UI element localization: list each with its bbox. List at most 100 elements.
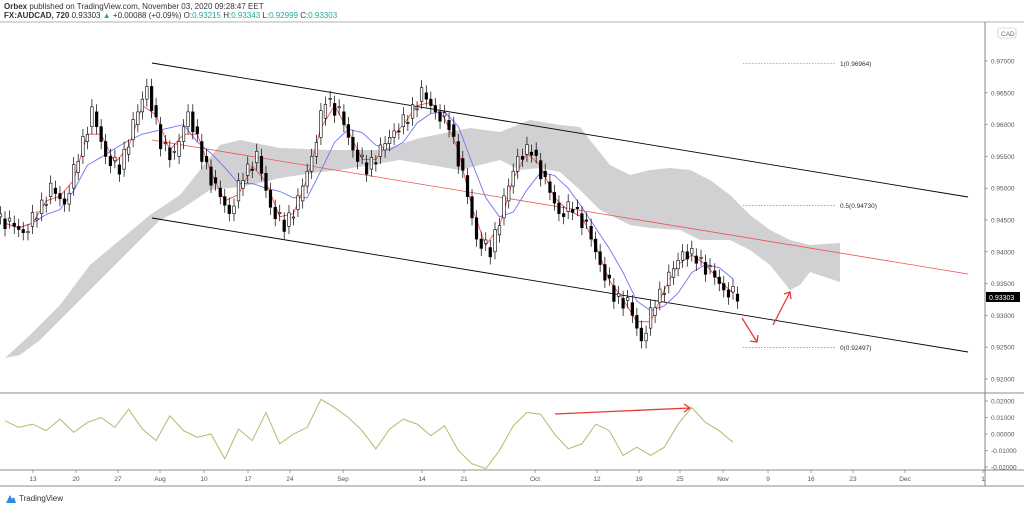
candle bbox=[667, 271, 671, 287]
candle bbox=[502, 195, 506, 219]
candle bbox=[488, 247, 492, 258]
candle bbox=[40, 199, 44, 214]
candle bbox=[53, 187, 58, 194]
price-tick-label: 0.94000 bbox=[991, 249, 1015, 256]
candle bbox=[287, 212, 291, 227]
candle bbox=[438, 111, 442, 122]
high-label: H: bbox=[223, 11, 232, 20]
candle bbox=[282, 219, 286, 232]
candle bbox=[223, 196, 227, 206]
candle bbox=[3, 218, 7, 229]
low-value: 0.92999 bbox=[269, 11, 298, 20]
candle bbox=[204, 156, 209, 163]
candle bbox=[626, 297, 630, 301]
fib-level-label: 0.5(0.94730) bbox=[840, 203, 877, 210]
candle bbox=[507, 185, 511, 202]
candle bbox=[378, 144, 382, 157]
tradingview-logo-icon bbox=[6, 494, 16, 503]
time-tick-label: 9 bbox=[766, 476, 770, 483]
candle bbox=[108, 156, 112, 167]
chart-frame bbox=[0, 21, 1024, 487]
forecast-arrows bbox=[554, 291, 792, 415]
candle bbox=[406, 122, 410, 124]
candle bbox=[630, 302, 634, 316]
candle bbox=[200, 141, 204, 162]
price-tick-label: 0.92000 bbox=[991, 377, 1015, 384]
candle bbox=[319, 110, 323, 138]
candle bbox=[278, 212, 282, 214]
candle bbox=[191, 111, 195, 133]
divergence-arrow-icon bbox=[554, 407, 691, 415]
candle bbox=[127, 146, 131, 155]
time-tick-label: 12 bbox=[593, 476, 601, 483]
candle bbox=[731, 286, 735, 293]
symbol: FX:AUDCAD, 720 bbox=[4, 11, 70, 20]
candle bbox=[356, 149, 360, 162]
time-tick-label: 10 bbox=[200, 476, 208, 483]
candle bbox=[442, 112, 447, 117]
time-tick-label: 13 bbox=[29, 476, 37, 483]
candle bbox=[209, 166, 213, 186]
candle bbox=[26, 231, 30, 234]
candle bbox=[85, 134, 90, 142]
candle bbox=[392, 130, 396, 138]
time-tick-label: 23 bbox=[849, 476, 857, 483]
last-price: 0.93303 bbox=[71, 11, 101, 20]
tradingview-logo[interactable]: TradingView bbox=[6, 494, 63, 503]
time-tick-label: 27 bbox=[114, 476, 122, 483]
tenkan-line bbox=[4, 101, 734, 323]
candle bbox=[658, 288, 662, 303]
candle bbox=[589, 226, 593, 240]
candle bbox=[195, 126, 199, 135]
candle bbox=[158, 124, 163, 150]
candle bbox=[7, 217, 12, 222]
candle bbox=[676, 259, 680, 270]
time-axis[interactable]: 13 20 27 Aug 10 17 24 Sep 14 21 Oct 12 19 25 Nov 9 16 23 D… bbox=[29, 470, 985, 483]
channel-lower-line[interactable] bbox=[151, 217, 969, 353]
price-tick-label: 0.92500 bbox=[991, 345, 1015, 352]
publish-info: Orbex published on TradingView.com, Nove… bbox=[4, 2, 264, 11]
time-tick-label: 21 bbox=[460, 476, 468, 483]
fib-level-label: 0(0.92497) bbox=[840, 345, 871, 352]
candle bbox=[429, 98, 433, 106]
candle bbox=[735, 293, 740, 302]
symbol-info: FX:AUDCAD, 720 0.93303 ▲ +0.00088 (+0.09… bbox=[4, 11, 337, 20]
candle bbox=[0, 213, 3, 218]
currency-badge[interactable]: CAD bbox=[997, 27, 1017, 39]
candle bbox=[131, 119, 135, 140]
candle bbox=[122, 148, 126, 170]
candle bbox=[246, 163, 250, 176]
candle bbox=[95, 111, 99, 128]
candle bbox=[516, 156, 520, 172]
candle bbox=[218, 187, 222, 197]
candle bbox=[397, 130, 401, 133]
candle bbox=[259, 156, 264, 174]
candles bbox=[0, 78, 740, 349]
open-value: 0.93215 bbox=[192, 11, 221, 20]
candle bbox=[461, 158, 465, 171]
low-label: L: bbox=[262, 11, 270, 20]
candle bbox=[539, 160, 543, 180]
price-tick-label: 0.95000 bbox=[991, 186, 1015, 193]
channel-upper-line[interactable] bbox=[151, 62, 969, 198]
candle bbox=[474, 217, 479, 240]
candle bbox=[163, 142, 167, 145]
candle bbox=[465, 175, 470, 197]
price-axis[interactable]: 0.97000 0.96500 0.96000 0.95500 0.95000 0.945… bbox=[985, 59, 1015, 384]
candle bbox=[562, 213, 566, 217]
arrow-up-icon bbox=[772, 291, 791, 326]
oscillator-line bbox=[4, 398, 734, 470]
candle bbox=[456, 141, 460, 167]
candle bbox=[653, 307, 657, 316]
osc-tick-label: 0.00000 bbox=[991, 432, 1015, 439]
candle bbox=[67, 192, 71, 205]
candle bbox=[264, 173, 268, 191]
arrow-down-icon bbox=[741, 317, 758, 343]
osc-tick-label: 0.01000 bbox=[991, 415, 1015, 422]
candle bbox=[255, 151, 259, 164]
published-text: published on TradingView.com, November 0… bbox=[29, 2, 264, 11]
candle bbox=[703, 262, 708, 275]
candle bbox=[301, 185, 305, 202]
price-chart[interactable]: 1(0.96964) 0.5(0.94730) 0(0.92497) 0.97000… bbox=[0, 0, 1024, 490]
candle bbox=[580, 213, 584, 228]
